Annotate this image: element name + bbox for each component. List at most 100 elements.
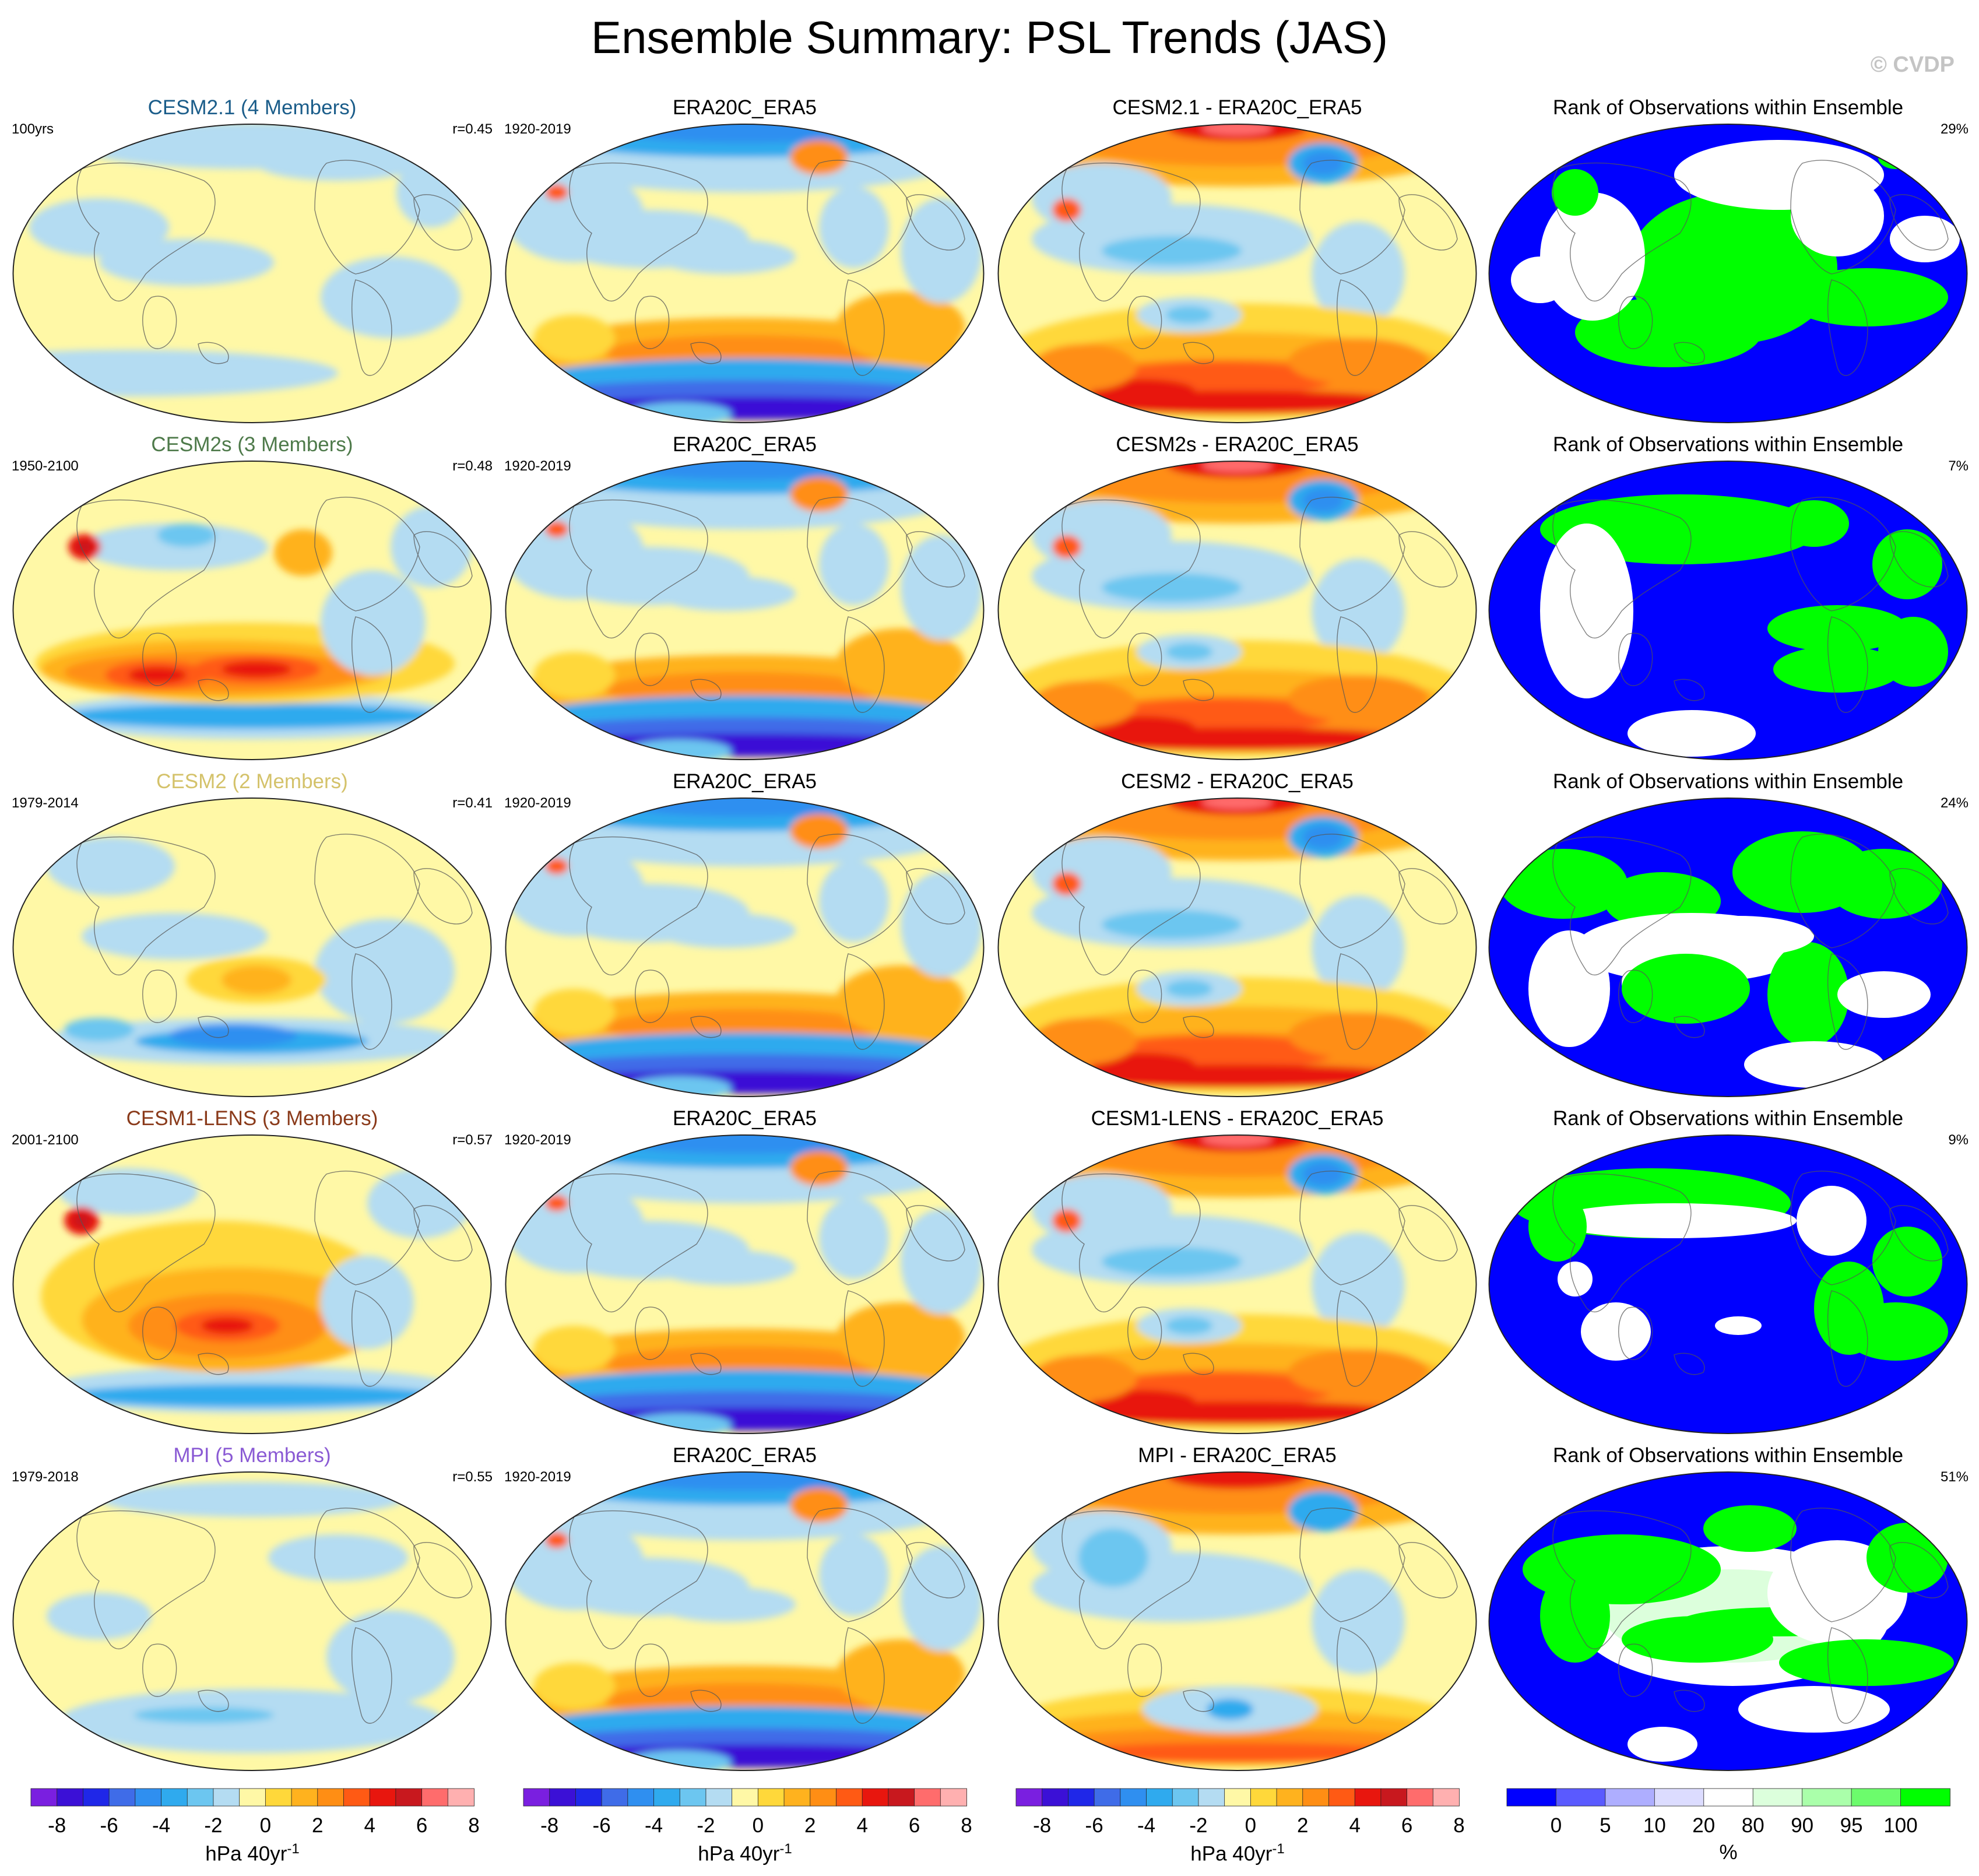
diff-map xyxy=(997,1134,1477,1434)
map-field-region xyxy=(1032,681,1137,728)
obs-panel-title: ERA20C_ERA5 xyxy=(672,770,817,793)
obs-map xyxy=(505,1471,985,1771)
colorbar-tick-label: 100 xyxy=(1883,1814,1918,1837)
coastline xyxy=(1674,1689,1705,1712)
map-field-region xyxy=(535,1070,954,1094)
map-field-region xyxy=(819,524,889,605)
map-field-region xyxy=(1166,980,1212,997)
map-field-region xyxy=(268,1534,408,1581)
coastline xyxy=(314,497,420,612)
map-field-region xyxy=(819,187,889,268)
colorbar-swatch xyxy=(108,1788,136,1807)
coastline xyxy=(569,1173,708,1312)
colorbar-swatch xyxy=(213,1788,240,1807)
coastline xyxy=(314,160,420,275)
colorbar-swatch xyxy=(1094,1788,1121,1807)
coastline xyxy=(142,296,177,349)
coastline xyxy=(76,1173,216,1312)
coastline xyxy=(1398,868,1458,925)
colorbar-tick-label: 2 xyxy=(312,1814,324,1837)
colorbar-tick-label: -8 xyxy=(48,1814,66,1837)
colorbar-tick-label: -4 xyxy=(152,1814,171,1837)
map-field-region xyxy=(1303,152,1344,175)
model-panel-title: MPI (5 Members) xyxy=(173,1444,331,1467)
colorbar-swatch xyxy=(1224,1788,1252,1807)
coastline xyxy=(198,1352,229,1375)
map-field-region xyxy=(1540,524,1633,698)
map-field-region xyxy=(1843,1302,1948,1361)
coastline xyxy=(1398,1542,1458,1599)
colorbar-swatch xyxy=(940,1788,967,1807)
rank-map xyxy=(1488,798,1968,1097)
map-field-region xyxy=(901,872,982,977)
colorbar-tick-label: 6 xyxy=(908,1814,920,1837)
model-panel-title: CESM2 (2 Members) xyxy=(156,770,348,793)
colorbar-swatch xyxy=(1328,1788,1356,1807)
coastline xyxy=(1552,1510,1692,1649)
diff-panel-title: CESM2s - ERA20C_ERA5 xyxy=(1116,433,1359,456)
diff-map xyxy=(997,124,1477,423)
map-field-region xyxy=(1312,558,1405,663)
map-field-region xyxy=(1837,971,1931,1018)
coastline xyxy=(1552,1173,1692,1312)
map-field-region xyxy=(656,1250,796,1285)
coastline xyxy=(569,162,708,301)
coastline xyxy=(1127,969,1162,1023)
map-field-region xyxy=(533,989,615,1035)
colorbar-swatch xyxy=(1802,1788,1853,1807)
map-field-region xyxy=(610,1135,878,1154)
obs-panel-title: ERA20C_ERA5 xyxy=(672,1107,817,1130)
coastline xyxy=(314,1171,420,1285)
colorbar-tick-label: 10 xyxy=(1643,1814,1666,1837)
coastline xyxy=(843,616,885,713)
map-field-region xyxy=(1303,825,1344,849)
map-field-region xyxy=(1575,297,1762,367)
rank-percent: 7% xyxy=(1948,458,1969,474)
map-field-region xyxy=(1703,1505,1797,1552)
coastline xyxy=(1336,616,1377,713)
map-field-region xyxy=(1102,236,1242,265)
coastline xyxy=(1889,194,1949,251)
model-map xyxy=(12,798,492,1097)
coastline xyxy=(1336,1290,1377,1387)
model-panel-title: CESM1-LENS (3 Members) xyxy=(126,1107,378,1130)
coastline xyxy=(1398,1205,1458,1262)
coastline xyxy=(1061,836,1201,975)
coastline xyxy=(413,868,473,925)
colorbar-swatch xyxy=(317,1788,345,1807)
map-field-region xyxy=(76,541,93,553)
colorbar-swatch xyxy=(421,1788,449,1807)
map-field-region xyxy=(1558,1262,1593,1297)
colorbar-swatch xyxy=(549,1788,577,1807)
map-field-region xyxy=(610,1472,878,1491)
pattern-correlation: r=0.48 xyxy=(452,458,493,474)
coastline xyxy=(635,1643,670,1697)
coastline xyxy=(690,679,722,701)
coastline xyxy=(1127,633,1162,686)
colorbar-swatch xyxy=(1276,1788,1303,1807)
colorbar-swatch xyxy=(1556,1788,1606,1807)
colorbar-swatch xyxy=(291,1788,318,1807)
obs-panel-title: ERA20C_ERA5 xyxy=(672,433,817,456)
cvdp-watermark: © CVDP xyxy=(1870,52,1955,77)
map-field-region xyxy=(169,1024,297,1047)
map-field-region xyxy=(1052,535,1081,558)
map-field-region xyxy=(1552,1203,1797,1238)
map-field-region xyxy=(82,913,268,960)
colorbar-units-text: % xyxy=(1719,1841,1738,1864)
colorbar-swatch xyxy=(732,1788,759,1807)
coastline xyxy=(1061,1173,1201,1312)
map-field-region xyxy=(222,661,291,677)
coastline xyxy=(1889,1205,1949,1262)
rank-panel-title: Rank of Observations within Ensemble xyxy=(1552,1444,1904,1467)
colorbar-tick-label: -2 xyxy=(1189,1814,1208,1837)
map-field-region xyxy=(321,1256,414,1349)
map-field-region xyxy=(326,1610,455,1703)
colorbar-units-text: hPa 40yr xyxy=(205,1842,287,1866)
coastline xyxy=(1183,1016,1214,1038)
rank-map xyxy=(1488,1134,1968,1434)
coastline xyxy=(807,497,913,612)
colorbar-swatch xyxy=(187,1788,214,1807)
colorbar-swatch xyxy=(1654,1788,1704,1807)
map-field-region xyxy=(1032,344,1137,391)
